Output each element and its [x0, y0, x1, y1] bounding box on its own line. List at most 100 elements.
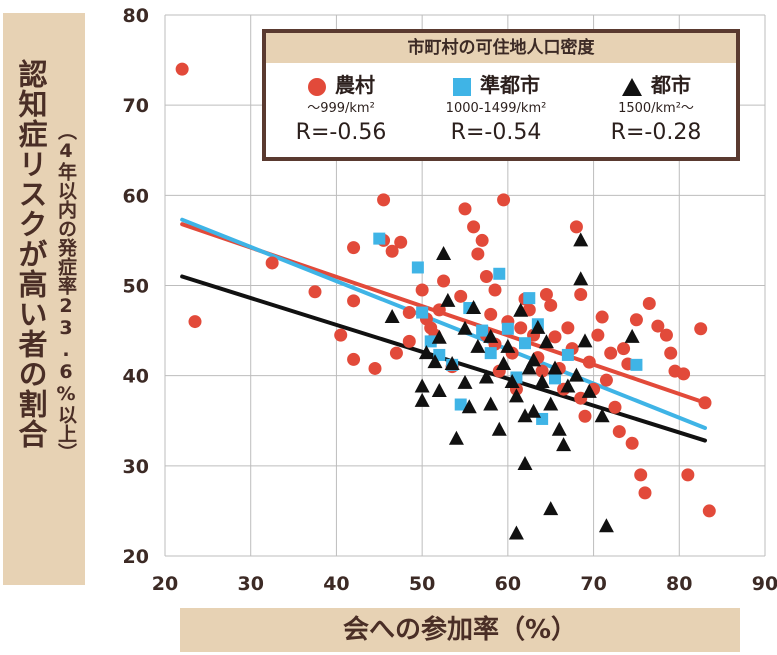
data-point-circle: [347, 294, 361, 308]
data-point-triangle: [538, 334, 554, 349]
data-point-circle: [595, 310, 609, 324]
data-point-circle: [308, 285, 322, 299]
data-point-square: [549, 372, 561, 385]
data-point-square: [411, 261, 424, 274]
x-tick-label: 40: [323, 573, 349, 595]
data-point-circle: [681, 468, 695, 482]
legend-item-name: 準都市: [480, 73, 540, 97]
data-point-circle: [484, 307, 498, 321]
data-point-circle: [377, 193, 391, 207]
data-point-triangle: [543, 501, 559, 516]
data-point-triangle: [444, 355, 460, 370]
data-point-triangle: [414, 392, 430, 407]
data-point-triangle: [598, 518, 614, 533]
data-point-triangle: [508, 388, 524, 403]
data-point-circle: [599, 373, 613, 387]
data-point-triangle: [466, 300, 482, 315]
data-point-circle: [471, 247, 485, 261]
data-point-circle: [591, 328, 605, 342]
data-point-circle: [437, 274, 451, 288]
data-point-triangle: [483, 328, 499, 343]
data-point-square: [501, 322, 514, 335]
data-point-triangle: [431, 329, 447, 344]
data-point-triangle: [513, 302, 529, 317]
legend-item-range: 1000-1499/km²: [445, 101, 547, 116]
legend-item-rural: 農村 ～999/km² R=-0.56: [266, 71, 416, 147]
data-point-circle: [334, 328, 348, 342]
y-axis-sublabel: （4年以内の発症率23.6%以上）: [55, 121, 77, 462]
data-point-triangle: [577, 333, 593, 348]
data-point-circle: [347, 241, 361, 255]
data-point-square: [476, 324, 489, 337]
data-point-square: [454, 398, 467, 411]
y-tick-label: 40: [123, 366, 149, 388]
data-point-circle: [265, 256, 279, 270]
y-axis-label-panel: 認知症リスクが高い者の割合 （4年以内の発症率23.6%以上）: [3, 13, 85, 585]
legend-item-semi-urban: 準都市 1000-1499/km² R=-0.54: [421, 71, 571, 147]
data-point-circle: [612, 425, 626, 439]
data-point-circle: [642, 297, 656, 311]
legend-item-name: 農村: [335, 73, 375, 97]
data-point-triangle: [478, 369, 494, 384]
data-point-triangle: [517, 456, 533, 471]
x-tick-label: 70: [580, 573, 606, 595]
y-axis-label: 認知症リスクが高い者の割合: [14, 59, 48, 449]
data-point-circle: [544, 298, 558, 312]
data-point-triangle: [457, 320, 473, 335]
data-point-triangle: [594, 408, 610, 423]
data-point-triangle: [573, 232, 589, 247]
data-point-circle: [604, 346, 618, 360]
data-point-triangle: [534, 373, 550, 388]
data-point-triangle: [496, 355, 512, 370]
data-point-circle: [664, 346, 678, 360]
data-point-square: [561, 348, 574, 361]
data-point-triangle: [436, 245, 452, 260]
data-point-circle: [548, 330, 562, 344]
data-point-triangle: [384, 309, 400, 324]
data-point-triangle: [457, 374, 473, 389]
x-tick-label: 60: [495, 573, 521, 595]
data-point-triangle: [440, 292, 456, 307]
data-point-triangle: [543, 396, 559, 411]
data-point-square: [493, 267, 506, 280]
data-point-triangle: [448, 430, 464, 445]
y-tick-label: 50: [123, 276, 149, 298]
data-point-circle: [175, 62, 189, 76]
data-point-square: [416, 306, 429, 319]
data-point-circle: [467, 220, 481, 234]
data-point-triangle: [526, 403, 542, 418]
legend-item-r: R=-0.56: [295, 120, 387, 145]
data-point-triangle: [624, 328, 640, 343]
data-point-triangle: [560, 378, 576, 393]
data-point-circle: [497, 193, 511, 207]
legend-item-urban: 都市 1500/km²～ R=-0.28: [581, 71, 731, 147]
x-tick-label: 90: [752, 573, 777, 595]
data-point-triangle: [504, 373, 520, 388]
data-point-triangle: [581, 383, 597, 398]
data-point-circle: [488, 283, 502, 297]
triangle-marker-icon: [622, 77, 642, 96]
data-point-circle: [394, 235, 408, 249]
x-axis-label: 会への参加率（%）: [180, 608, 740, 652]
data-point-triangle: [491, 421, 507, 436]
data-point-triangle: [418, 345, 434, 360]
legend-item-r: R=-0.28: [610, 120, 702, 145]
data-point-triangle: [547, 360, 563, 375]
legend-title: 市町村の可住地人口密度: [266, 33, 736, 63]
data-point-circle: [402, 306, 416, 320]
data-point-triangle: [470, 338, 486, 353]
data-point-circle: [415, 283, 429, 297]
data-point-circle: [702, 504, 716, 518]
data-point-circle: [578, 409, 592, 423]
data-point-circle: [698, 396, 712, 410]
square-marker-icon: [453, 77, 471, 96]
data-point-triangle: [431, 382, 447, 397]
data-point-triangle: [517, 408, 533, 423]
legend-item-range: 1500/km²～: [618, 101, 694, 116]
data-point-triangle: [526, 352, 542, 367]
data-point-triangle: [500, 338, 516, 353]
data-point-circle: [347, 352, 361, 366]
data-point-triangle: [521, 360, 537, 375]
x-tick-label: 50: [409, 573, 435, 595]
y-tick-label: 60: [123, 185, 149, 207]
